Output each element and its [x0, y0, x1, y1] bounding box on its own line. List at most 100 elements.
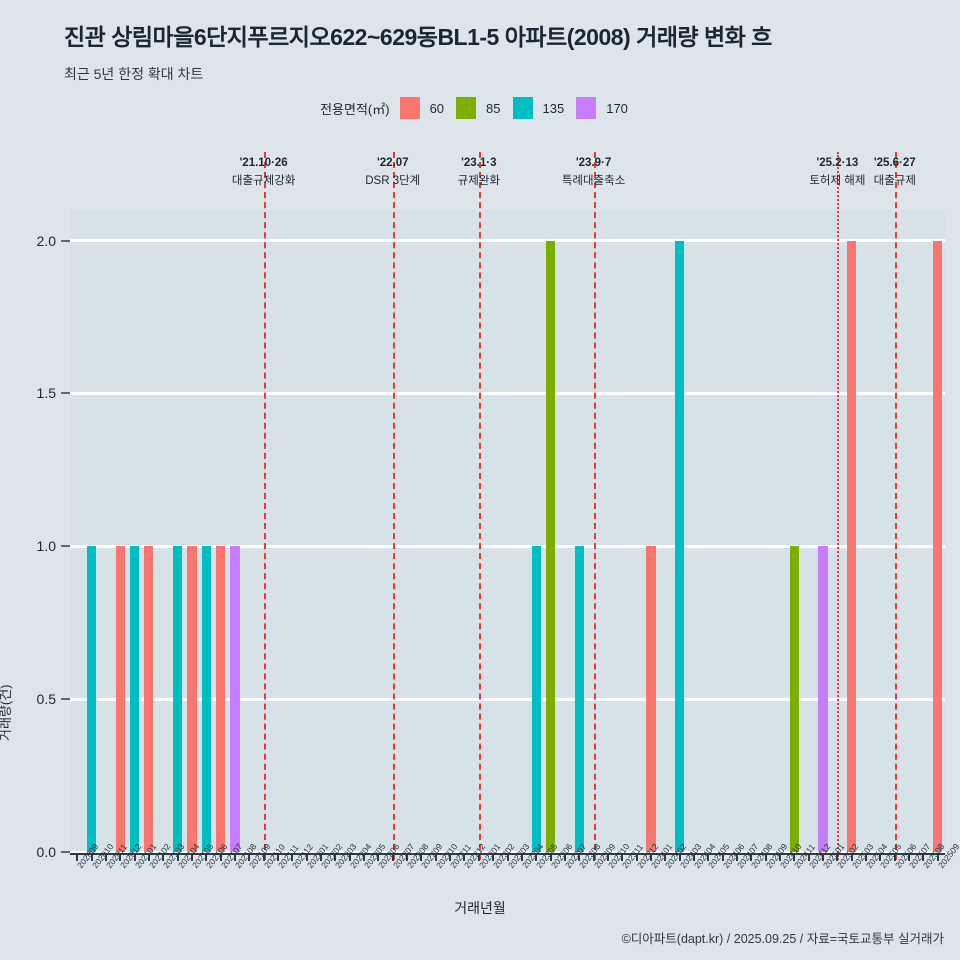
x-tick-mark [276, 853, 279, 861]
x-tick-mark [506, 853, 509, 861]
x-tick-mark [248, 853, 251, 861]
bar-202411-85[interactable] [789, 546, 799, 852]
event-date-202110: '21.10·26 [239, 157, 288, 169]
bar-202306-85[interactable] [545, 240, 556, 852]
y-tick-mark [61, 545, 70, 548]
event-line-202309 [593, 152, 596, 860]
x-tick-mark [420, 853, 423, 861]
x-axis-title: 거래년월 [454, 900, 506, 916]
chart-legend: 전용면적(㎡) 60 85 135 170 [0, 97, 960, 119]
bar-202501-170[interactable] [818, 546, 828, 852]
x-tick-mark [578, 853, 581, 861]
y-tick-mark [61, 698, 70, 701]
bar-202106-135[interactable] [201, 546, 211, 852]
legend-swatch-icon-135 [512, 97, 533, 119]
x-tick-mark [76, 853, 79, 861]
event-label-202506: 대출규제 [873, 174, 916, 187]
bar-202101-135[interactable] [129, 546, 140, 852]
y-tick-label-2.0: 2.0 [36, 232, 56, 249]
legend-item-60[interactable]: 60 [399, 97, 444, 119]
event-line-202502 [837, 152, 840, 860]
x-tick-mark [291, 853, 294, 861]
event-annotation-202506: '25.6·27 대출규제 [874, 155, 916, 191]
legend-swatch-icon-60 [399, 97, 420, 119]
x-tick-mark [822, 853, 825, 861]
x-tick-mark [377, 853, 380, 861]
x-tick-mark [477, 853, 480, 861]
x-tick-mark [176, 853, 179, 861]
x-tick-mark [162, 853, 165, 861]
bar-202104-135[interactable] [172, 546, 183, 852]
x-tick-mark [807, 853, 810, 861]
bar-202308-135[interactable] [574, 546, 584, 852]
y-axis: 거래량(건) 0.0 0.5 1.0 1.5 2.0 [0, 210, 70, 860]
x-tick-mark [793, 853, 796, 861]
x-tick-mark [736, 853, 738, 861]
legend-item-135[interactable]: 135 [512, 97, 565, 119]
x-tick-mark [492, 853, 495, 861]
legend-label-170: 170 [606, 100, 628, 116]
x-tick-mark [549, 853, 552, 861]
x-tick-mark [764, 853, 767, 861]
x-tick-mark [535, 853, 538, 861]
event-line-202207 [392, 152, 395, 860]
bar-202503-60[interactable] [847, 240, 857, 852]
bar-202403-135[interactable] [675, 240, 685, 852]
x-tick-mark [147, 853, 150, 861]
legend-item-85[interactable]: 85 [456, 97, 501, 119]
gridline [70, 850, 945, 854]
legend-swatch-icon-170 [576, 97, 597, 119]
x-tick-mark [520, 853, 523, 861]
event-label-202301: 규제완화 [457, 174, 500, 187]
event-line-202506 [894, 152, 897, 860]
x-tick-mark [865, 853, 868, 861]
y-tick-label-0.0: 0.0 [36, 844, 56, 860]
x-tick-mark [893, 853, 896, 861]
gridline [70, 391, 945, 395]
event-date-202506: '25.6·27 [873, 157, 916, 169]
y-tick-mark [61, 239, 70, 242]
x-tick-mark [334, 853, 337, 861]
x-tick-mark [836, 853, 839, 861]
event-date-202207: '22.07 [376, 157, 409, 169]
bar-202305-135[interactable] [531, 546, 541, 852]
x-tick-mark [449, 853, 452, 861]
bar-202012-60[interactable] [115, 546, 125, 852]
x-tick-mark [922, 853, 925, 861]
x-tick-mark [649, 853, 652, 861]
y-tick-label-0.5: 0.5 [36, 691, 56, 708]
x-tick-mark [779, 853, 782, 861]
y-tick-mark [61, 392, 70, 395]
bar-202108-170[interactable] [230, 546, 240, 852]
x-tick-mark [233, 853, 236, 861]
event-date-202309: '23.9·7 [575, 157, 612, 169]
bar-202509-60[interactable] [933, 240, 943, 852]
bar-202107-60[interactable] [216, 546, 226, 852]
x-tick-mark [592, 853, 595, 861]
bar-202105-60[interactable] [187, 546, 197, 852]
x-tick-mark [936, 853, 939, 861]
bar-202010-135[interactable] [86, 546, 97, 852]
event-line-202110 [263, 152, 266, 860]
bar-202401-60[interactable] [646, 546, 656, 852]
gridline [70, 544, 945, 548]
x-tick-mark [406, 853, 409, 861]
x-tick-mark [606, 853, 609, 861]
event-date-202301: '23.1·3 [461, 157, 497, 169]
x-tick-mark [219, 853, 222, 861]
legend-label-135: 135 [542, 100, 565, 116]
x-tick-mark [190, 853, 193, 861]
bar-202102-60[interactable] [144, 546, 154, 852]
x-tick-mark [391, 853, 394, 861]
legend-label-85: 85 [486, 100, 501, 116]
y-tick-label-1.5: 1.5 [36, 385, 56, 402]
x-tick-mark [363, 853, 366, 861]
y-tick-mark [61, 851, 70, 853]
legend-item-170[interactable]: 170 [576, 97, 628, 119]
x-tick-mark [692, 853, 695, 861]
page-title: 진관 상림마을6단지푸르지오622~629동BL1-5 아파트(2008) 거래… [64, 24, 772, 50]
x-tick-mark [305, 853, 308, 861]
event-date-202502: '25.2·13 [816, 157, 859, 169]
gridline [70, 239, 945, 243]
event-line-202301 [478, 152, 481, 860]
